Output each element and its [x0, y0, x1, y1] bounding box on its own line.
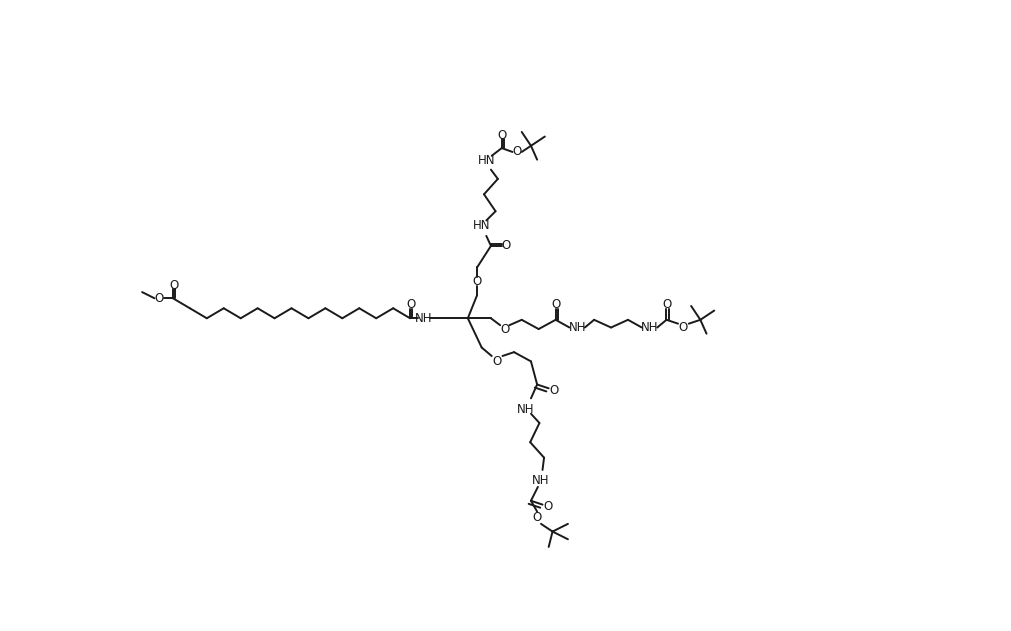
- Text: O: O: [405, 298, 416, 311]
- Text: O: O: [551, 298, 560, 311]
- Text: O: O: [472, 275, 481, 288]
- Text: O: O: [497, 129, 507, 141]
- Text: HN: HN: [477, 154, 494, 167]
- Text: O: O: [678, 321, 687, 334]
- Text: NH: NH: [640, 321, 657, 334]
- Text: HN: HN: [472, 218, 490, 232]
- Text: O: O: [512, 146, 522, 158]
- Text: O: O: [532, 511, 541, 524]
- Text: O: O: [501, 239, 511, 252]
- Text: NH: NH: [415, 312, 433, 325]
- Text: O: O: [549, 384, 558, 397]
- Text: O: O: [492, 355, 501, 368]
- Text: NH: NH: [517, 403, 534, 416]
- Text: O: O: [169, 279, 178, 292]
- Text: O: O: [499, 322, 509, 336]
- Text: NH: NH: [531, 475, 548, 487]
- Text: NH: NH: [568, 321, 585, 334]
- Text: O: O: [662, 298, 671, 311]
- Text: O: O: [543, 500, 552, 514]
- Text: O: O: [155, 292, 164, 305]
